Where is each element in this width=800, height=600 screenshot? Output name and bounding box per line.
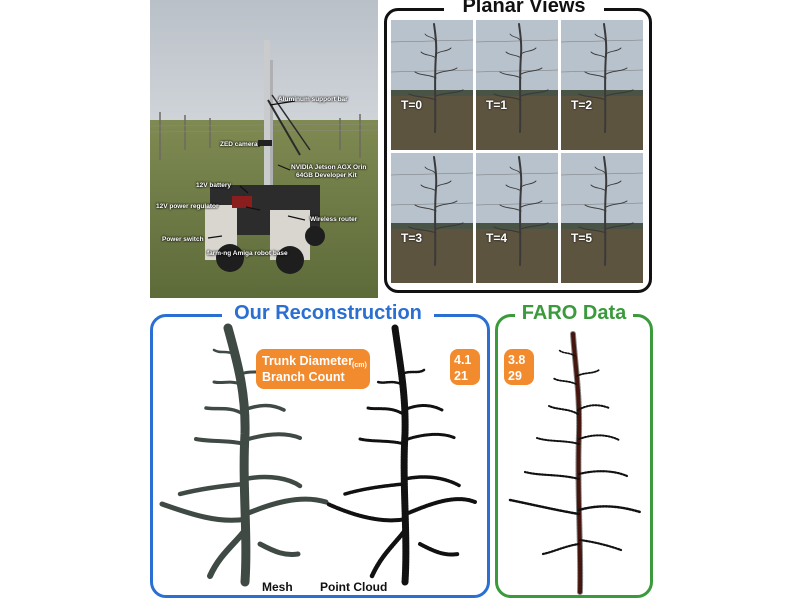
point-cloud-label: Point Cloud [320,580,388,594]
reconstruction-metrics-badge: 4.1 21 [450,349,480,385]
planar-frame: T=4 [476,153,558,283]
callout-jetson-kit: 64GB Developer Kit [296,172,357,179]
faro-tree [508,331,642,595]
callout-power-switch: Power switch [162,236,204,243]
robot-photo: Aluminum support bar ZED camera NVIDIA J… [149,0,379,298]
planar-frame-label: T=0 [401,98,423,112]
robot-photo-image [149,0,379,298]
metric-labels-badge: Trunk Diameter Branch Count (cm) [256,349,370,389]
planar-frame: T=5 [561,153,643,283]
callout-router: Wireless router [310,216,358,223]
planar-frame-label: T=1 [486,98,508,112]
reconstruction-trees [159,323,477,587]
orchard-frame-image [476,153,558,283]
mesh-tree [159,323,329,587]
planar-views-title: Planar Views [444,0,604,18]
reconstruction-title: Our Reconstruction [222,300,434,326]
orchard-frame-image [391,20,473,150]
orchard-frame-image [561,20,643,150]
planar-frame-label: T=4 [486,231,508,245]
callout-power-regulator: 12V power regulator [156,203,219,210]
planar-frame: T=2 [561,20,643,150]
faro-metrics-badge: 3.8 29 [504,349,534,385]
reconstruction-branch-count: 21 [454,369,468,383]
trunk-diameter-unit: (cm) [352,362,367,369]
callout-support-bar: Aluminum support bar [278,96,348,103]
reconstruction-trunk-diameter: 4.1 [454,353,472,367]
orchard-frame-image [561,153,643,283]
orchard-frame-image [391,153,473,283]
callout-jetson: NVIDIA Jetson AGX Orin [291,164,367,171]
mesh-label: Mesh [262,580,293,594]
faro-branch-count: 29 [508,369,522,383]
planar-frame-label: T=5 [571,231,593,245]
callout-battery: 12V battery [196,182,232,189]
branch-count-label: Branch Count [262,370,345,384]
planar-frame: T=3 [391,153,473,283]
callout-zed-camera: ZED camera [220,141,258,148]
faro-title: FARO Data [515,300,633,326]
planar-frame: T=1 [476,20,558,150]
callout-robot-base: farm-ng Amiga robot base [207,250,288,257]
point-cloud-tree [326,324,477,586]
planar-frame: T=0 [391,20,473,150]
planar-frame-label: T=3 [401,231,423,245]
faro-trunk-diameter: 3.8 [508,353,526,367]
trunk-diameter-label: Trunk Diameter [262,354,354,368]
orchard-frame-image [476,20,558,150]
planar-frame-label: T=2 [571,98,593,112]
